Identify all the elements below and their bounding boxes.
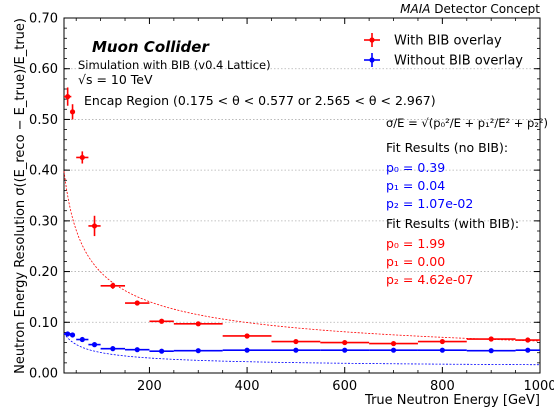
- data-point: [391, 348, 396, 353]
- data-point: [525, 348, 530, 353]
- x-tick-label: 1000: [523, 379, 554, 394]
- data-point: [196, 321, 201, 326]
- data-point: [525, 337, 530, 342]
- energy-label: √s = 10 TeV: [78, 72, 153, 87]
- y-tick-label: 0.70: [29, 12, 58, 27]
- region-label: Encap Region (0.175 < θ < 0.577 or 2.565…: [84, 93, 436, 108]
- data-point: [440, 348, 445, 353]
- data-point: [135, 347, 140, 352]
- y-tick-label: 0.50: [29, 113, 58, 128]
- data-point: [293, 339, 298, 344]
- data-point: [489, 348, 494, 353]
- fit-bib-p2: p₂ = 4.62e-07: [386, 272, 473, 287]
- y-tick-label: 0.20: [29, 265, 58, 280]
- y-tick-label: 0.40: [29, 164, 58, 179]
- data-point: [92, 223, 97, 228]
- data-point: [391, 341, 396, 346]
- data-point: [110, 346, 115, 351]
- legend-label: Without BIB overlay: [394, 54, 523, 69]
- y-tick-label: 0.10: [29, 316, 58, 331]
- data-point: [159, 319, 164, 324]
- y-tick-label: 0.30: [29, 214, 58, 229]
- data-point: [244, 348, 249, 353]
- data-point: [80, 337, 85, 342]
- data-point: [92, 342, 97, 347]
- experiment-title: Muon Collider: [92, 38, 209, 56]
- data-point: [342, 340, 347, 345]
- x-tick-label: 200: [137, 379, 162, 394]
- fit-bib-header: Fit Results (with BIB):: [386, 216, 519, 231]
- fit-nobib-p1: p₁ = 0.04: [386, 178, 445, 193]
- y-tick-label: 0.60: [29, 62, 58, 77]
- data-point: [489, 336, 494, 341]
- data-point: [196, 348, 201, 353]
- data-point: [70, 109, 75, 114]
- data-point: [159, 349, 164, 354]
- fit-nobib-p2: p₂ = 1.07e-02: [386, 196, 473, 211]
- data-point: [135, 300, 140, 305]
- x-tick-label: 400: [235, 379, 260, 394]
- legend-label: With BIB overlay: [394, 34, 502, 49]
- simulation-subtitle: Simulation with BIB (v0.4 Lattice): [78, 58, 271, 72]
- data-point: [244, 333, 249, 338]
- data-point: [440, 339, 445, 344]
- data-point: [293, 348, 298, 353]
- legend-marker-dot: [369, 57, 374, 62]
- data-point: [110, 283, 115, 288]
- data-point: [65, 331, 70, 336]
- fit-nobib-p0: p₀ = 0.39: [386, 160, 445, 175]
- data-point: [342, 348, 347, 353]
- series-without-bib-overlay: [64, 331, 540, 353]
- data-point: [65, 94, 70, 99]
- y-axis-label: Neutron Energy Resolution σ((E_reco − E_…: [13, 18, 28, 374]
- x-tick-label: 600: [332, 379, 357, 394]
- data-point: [80, 155, 85, 160]
- resolution-formula: σ/E = √(p₀²/E + p₁²/E² + p₂²): [386, 116, 548, 130]
- fit-bib-p0: p₀ = 1.99: [386, 236, 445, 251]
- fit-bib-p1: p₁ = 0.00: [386, 254, 445, 269]
- legend-marker-dot: [369, 37, 374, 42]
- fit-nobib-header: Fit Results (no BIB):: [386, 140, 508, 155]
- data-point: [70, 332, 75, 337]
- x-axis-label: True Neutron Energy [GeV]: [364, 393, 540, 408]
- detector-header: MAIA Detector Concept: [400, 2, 540, 16]
- x-tick-label: 800: [430, 379, 455, 394]
- y-tick-label: 0.00: [29, 367, 58, 382]
